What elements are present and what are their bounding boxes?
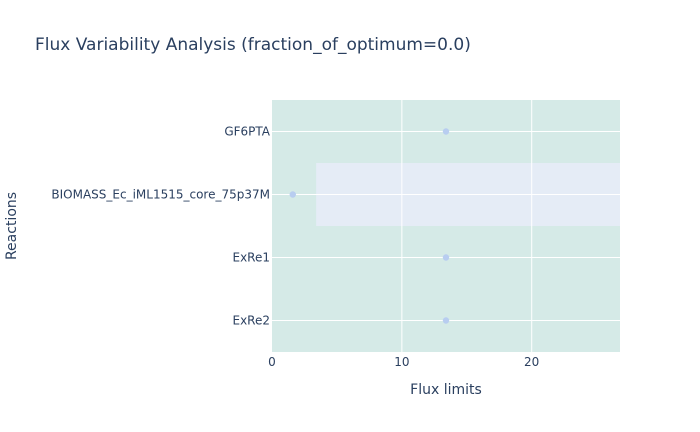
y-tick-label: BIOMASS_Ec_iML1515_core_75p37M xyxy=(51,188,270,202)
chart-title: Flux Variability Analysis (fraction_of_o… xyxy=(35,35,471,55)
flux-point xyxy=(442,254,450,261)
y-tick-label: ExRe2 xyxy=(233,314,271,328)
y-tick-label: ExRe1 xyxy=(233,251,271,265)
y-tick-label: GF6PTA xyxy=(224,125,270,139)
flux-point xyxy=(442,317,450,324)
x-tick-label: 0 xyxy=(268,355,276,369)
flux-point xyxy=(289,191,296,198)
x-tick-label: 20 xyxy=(524,355,539,369)
x-axis-title: Flux limits xyxy=(410,382,482,398)
flux-point xyxy=(442,128,450,135)
x-tick-label: 10 xyxy=(394,355,409,369)
y-axis-title: Reactions xyxy=(4,192,20,260)
